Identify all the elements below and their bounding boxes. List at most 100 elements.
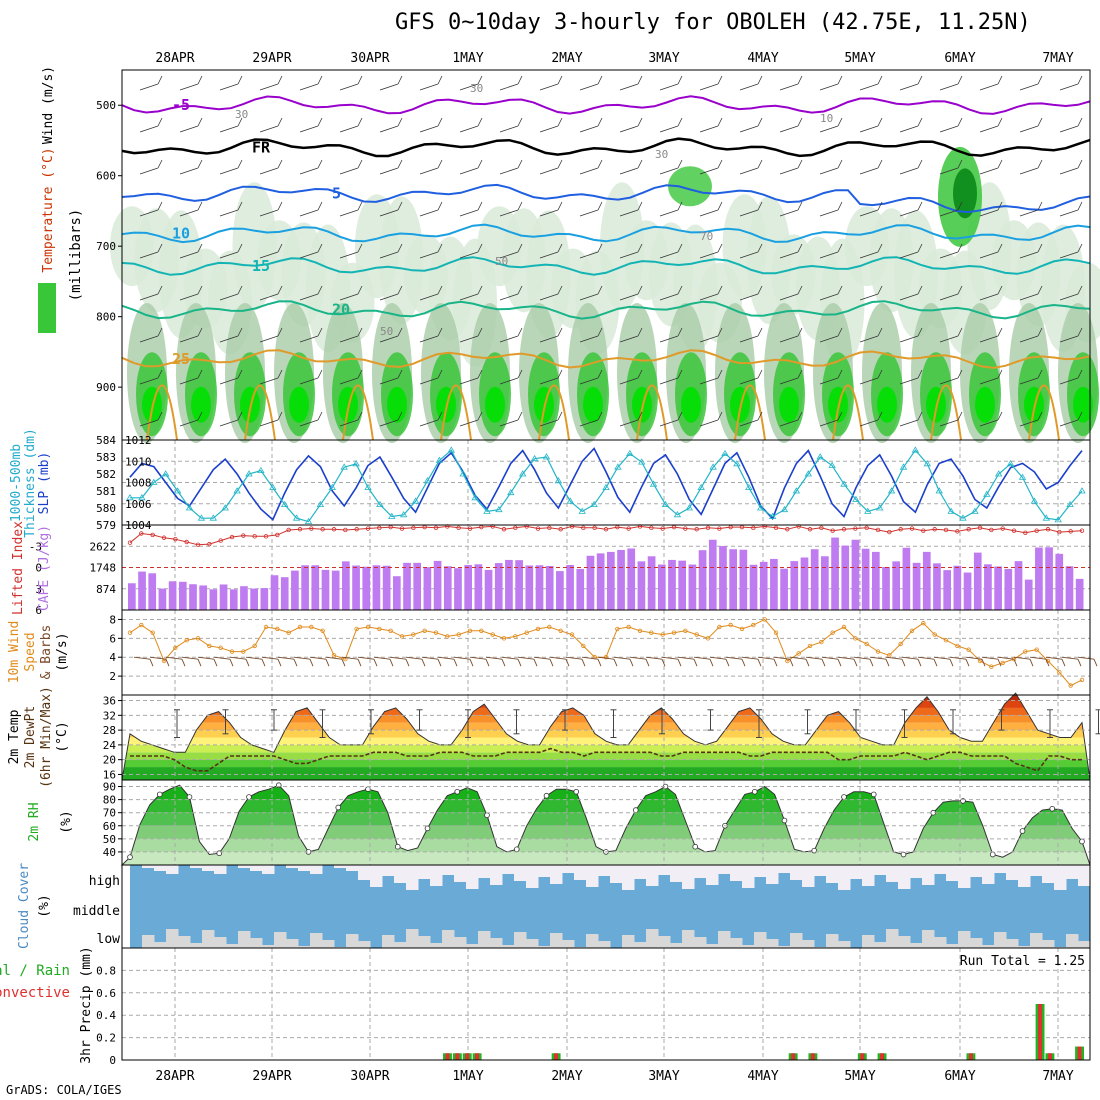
- wind-barb: [819, 167, 839, 175]
- wind-barb: [1037, 327, 1043, 337]
- wind-barb: [339, 293, 359, 301]
- wind-barb: [237, 369, 243, 379]
- precip-conv-bar: [860, 1053, 865, 1060]
- wind-barb: [339, 167, 359, 175]
- wind-barb: [997, 285, 1003, 295]
- wind-speed-point: [456, 632, 461, 637]
- wind-barb: [741, 656, 759, 660]
- cape-bar: [617, 549, 625, 610]
- cloud-high-bar: [1006, 865, 1019, 880]
- temp-tick-label: 16: [103, 768, 116, 781]
- wind-barb: [613, 659, 618, 667]
- thickness-point: [887, 487, 896, 494]
- cape-bar: [454, 568, 462, 610]
- wind-barb: [819, 293, 839, 301]
- credit-text: GrADS: COLA/IGES: [6, 1083, 122, 1097]
- wind-barb: [405, 659, 410, 667]
- isotherm-25-arc: [636, 384, 668, 441]
- precip-tick-label: 0: [109, 1054, 116, 1067]
- wind-speed-point: [932, 632, 937, 637]
- wind-barb: [197, 243, 203, 253]
- cloud-low-bar: [970, 938, 983, 948]
- lifted-index-point: [683, 526, 688, 531]
- rh-point: [692, 843, 699, 850]
- cape-bar: [158, 588, 167, 610]
- thickness-point: [899, 463, 908, 470]
- wind-barb: [549, 656, 567, 660]
- wind-barb: [261, 659, 266, 667]
- thickness-point: [685, 504, 694, 511]
- lifted-index-point: [887, 529, 892, 535]
- wind-barb: [517, 75, 523, 85]
- wind-barb: [1019, 377, 1039, 385]
- cloud-low-bar: [478, 931, 491, 948]
- thickness-tick-label: 580: [96, 502, 116, 515]
- wind-barb: [837, 243, 843, 253]
- wind-barb: [819, 209, 839, 217]
- cloud-low-bar: [982, 945, 995, 948]
- wind-barb: [939, 293, 959, 301]
- wind-speed-point: [139, 622, 144, 628]
- cloud-low-bar: [910, 943, 923, 948]
- wind-barb: [557, 327, 563, 337]
- wind-barb: [379, 167, 399, 175]
- isotherm-20: [121, 300, 1091, 320]
- wind-barb: [1019, 209, 1039, 217]
- wind-barb: [619, 335, 639, 343]
- thickness-point: [840, 480, 848, 487]
- cloud-low-bar: [1006, 939, 1019, 948]
- wind-speed-point: [581, 643, 586, 649]
- cape-bar: [627, 548, 636, 610]
- wind-barb: [725, 659, 730, 667]
- date-bottom-label: 3MAY: [648, 1069, 679, 1084]
- wind-barb: [949, 659, 954, 667]
- wind-barb: [957, 369, 963, 379]
- date-top-label: 3MAY: [648, 51, 679, 66]
- cape-bar: [240, 586, 248, 610]
- wind-barb: [501, 659, 506, 667]
- wind-barb: [709, 656, 727, 660]
- wind-barb: [709, 659, 714, 667]
- wind-speed-point: [445, 634, 450, 639]
- rh-point: [335, 804, 342, 811]
- temp-tick-label: 28: [103, 724, 116, 737]
- wind-barb: [693, 659, 698, 667]
- wind-speed-point: [921, 621, 926, 626]
- wind-barb: [693, 656, 711, 660]
- wind-barb: [939, 251, 959, 259]
- wind-barb: [357, 659, 362, 667]
- rh-contour-label: 50: [495, 255, 508, 268]
- cloud-low-bar: [358, 941, 371, 948]
- wind-barb: [1019, 167, 1039, 175]
- temp-axis-label-2: 2m DewPt: [23, 706, 38, 769]
- wind-barb: [419, 167, 439, 175]
- cloud-high-bar: [934, 865, 947, 874]
- cape-bar: [922, 551, 931, 610]
- wind-barb: [157, 369, 163, 379]
- thickness-point: [947, 507, 955, 514]
- wind-barb: [837, 159, 843, 169]
- isotherm-label: 5: [332, 184, 341, 202]
- thickness-point: [721, 449, 729, 456]
- wind-barb: [259, 251, 279, 259]
- wind-barb: [757, 285, 763, 295]
- cape-bar: [229, 589, 238, 610]
- wind-barb: [309, 656, 327, 660]
- cloud-low-bar: [322, 940, 335, 948]
- wind-barb: [165, 659, 170, 667]
- lifted-index-point: [354, 527, 359, 532]
- cloud-low-bar: [154, 942, 167, 948]
- cloud-low-bar: [742, 945, 755, 948]
- cloud-high-bar: [334, 865, 347, 868]
- wind-speed-point: [1000, 660, 1005, 666]
- rh-contour-label: 50: [380, 325, 393, 338]
- wind-barb: [277, 369, 283, 379]
- wind-barb: [837, 75, 843, 85]
- wind-barb: [859, 83, 879, 91]
- wind-barb: [157, 327, 163, 337]
- wind-barb: [779, 335, 799, 343]
- lifted-index-point: [195, 542, 201, 548]
- cloud-high-bar: [286, 865, 299, 868]
- wind-barb: [317, 117, 323, 127]
- temp-tick-label: 24: [103, 739, 117, 752]
